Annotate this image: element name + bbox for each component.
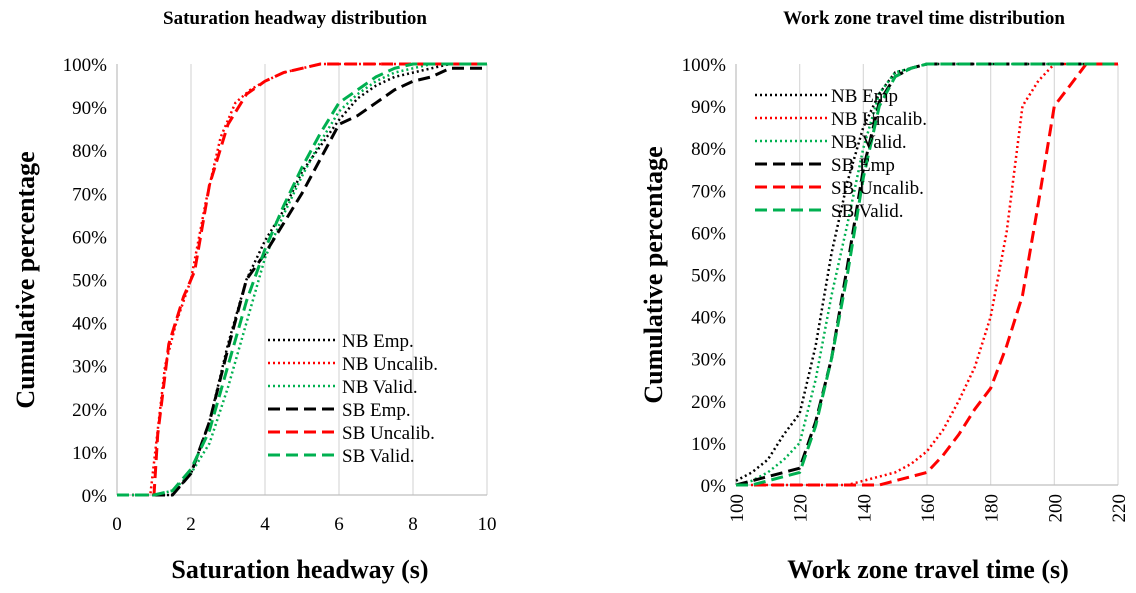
chart-right-x-axis-label: Work zone travel time (s) [787, 555, 1069, 584]
chart-right-y-axis-label: Cumulative percentage [639, 146, 668, 403]
x-tick-label-1: 120 [791, 494, 812, 523]
legend-label-2: NB Valid. [342, 377, 418, 398]
series-line-sb-valid [117, 62, 487, 497]
series-line-nb-valid [735, 62, 1118, 487]
x-tick-label-4: 180 [982, 494, 1003, 523]
y-tick-label-0: 0% [701, 476, 727, 497]
legend-label-3: SB Emp. [342, 400, 411, 421]
x-tick-label-0: 0 [112, 514, 122, 535]
chart-left-legend: NB Emp.NB Uncalib.NB Valid.SB Emp.SB Unc… [268, 331, 438, 467]
x-tick-label-5: 10 [478, 514, 497, 535]
y-tick-label-1: 10% [72, 443, 107, 464]
legend-label-4: SB Uncalib. [342, 423, 435, 444]
chart-right-axes: 100 120 140 160 180 200 220 0% 10% 20% 30% 40% 50% 60… [682, 55, 1130, 523]
legend-label-0: NB Emp [831, 86, 898, 107]
y-tick-label-8: 80% [72, 141, 107, 162]
series-line-nb-emp [117, 62, 487, 497]
chart-left-axes: 0 2 4 6 8 100%10%20%30%40%50%60%70%80%90%100% [63, 55, 497, 535]
series-line-sb-valid [736, 62, 1118, 487]
x-tick-label-2: 4 [260, 514, 270, 535]
x-tick-label-5: 200 [1045, 494, 1066, 523]
y-tick-label-4: 40% [72, 314, 107, 335]
y-tick-label-1: 10% [691, 434, 726, 455]
chart-left-title: Saturation headway distribution [163, 8, 427, 29]
x-tick-label-6: 220 [1109, 494, 1130, 523]
y-tick-label-6: 60% [691, 223, 726, 244]
y-tick-label-7: 70% [72, 184, 107, 205]
legend-label-1: NB Uncalib. [831, 109, 927, 130]
y-tick-label-9: 90% [72, 98, 107, 119]
legend-label-5: SB Valid. [831, 201, 904, 222]
legend-label-2: NB Valid. [831, 132, 907, 153]
series-line-sb-emp [117, 66, 487, 497]
legend-label-4: SB Uncalib. [831, 178, 924, 199]
series-line-nb-emp [735, 62, 1118, 482]
chart-left-series [117, 62, 487, 497]
y-tick-label-7: 70% [691, 181, 726, 202]
y-tick-label-10: 100% [682, 55, 727, 76]
x-tick-label-2: 140 [854, 494, 875, 523]
y-tick-label-3: 30% [72, 357, 107, 378]
y-tick-label-6: 60% [72, 227, 107, 248]
legend-label-3: SB Emp [831, 155, 895, 176]
y-tick-label-5: 50% [72, 271, 107, 292]
legend-label-1: NB Uncalib. [342, 354, 438, 375]
x-tick-label-3: 160 [918, 494, 939, 523]
y-tick-label-4: 40% [691, 308, 726, 329]
y-tick-label-8: 80% [691, 139, 726, 160]
y-tick-label-5: 50% [691, 266, 726, 287]
y-tick-label-2: 20% [691, 392, 726, 413]
series-line-nb-uncalib [736, 62, 1118, 487]
chart-right-gridlines [799, 64, 1119, 485]
chart-left: Saturation headway distribution Saturati… [11, 8, 497, 584]
series-line-sb-uncalib [117, 62, 487, 497]
y-tick-label-9: 90% [691, 97, 726, 118]
x-tick-label-0: 100 [727, 494, 748, 523]
x-tick-label-1: 2 [186, 514, 196, 535]
y-tick-label-0: 0% [82, 486, 108, 507]
chart-right: Work zone travel time distribution Work … [639, 8, 1130, 584]
y-tick-label-3: 30% [691, 350, 726, 371]
y-tick-label-2: 20% [72, 400, 107, 421]
legend-label-0: NB Emp. [342, 331, 414, 352]
legend-label-5: SB Valid. [342, 446, 415, 467]
chart-left-gridlines [190, 64, 488, 495]
chart-right-series [735, 62, 1118, 487]
chart-left-x-axis-label: Saturation headway (s) [171, 555, 428, 584]
chart-right-title: Work zone travel time distribution [783, 8, 1065, 29]
series-line-sb-uncalib [736, 62, 1118, 487]
y-tick-label-10: 100% [63, 55, 108, 76]
x-tick-label-3: 6 [334, 514, 344, 535]
chart-left-y-axis-label: Cumulative percentage [11, 151, 40, 408]
x-tick-label-4: 8 [408, 514, 418, 535]
